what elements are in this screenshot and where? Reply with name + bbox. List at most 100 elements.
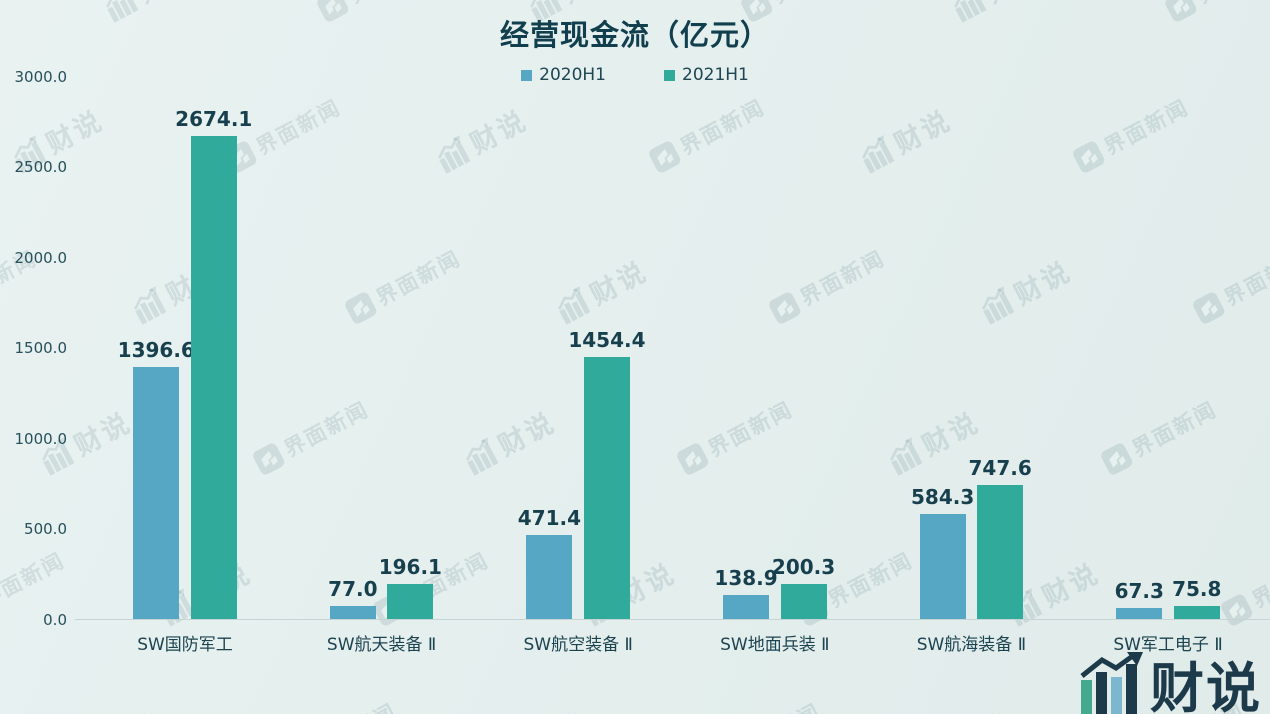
bar-2020h1 xyxy=(919,514,966,620)
jiemian-watermark: 界面新闻 xyxy=(766,243,890,328)
caishuo-watermark: 财说 xyxy=(430,99,533,179)
bar-2021h1 xyxy=(1173,606,1220,620)
bar-value-label: 75.8 xyxy=(1172,577,1222,601)
bar-2021h1 xyxy=(583,357,630,620)
jiemian-logo-icon xyxy=(1073,141,1105,173)
legend-item-2020h1: 2020H1 xyxy=(521,65,606,85)
watermark-text: 财说 xyxy=(889,104,958,161)
watermark-text: 界面新闻 xyxy=(342,0,437,10)
y-tick-label: 0.0 xyxy=(43,611,67,629)
caishuo-chart-icon xyxy=(437,134,471,174)
watermark-text: 界面新闻 xyxy=(0,548,69,613)
jiemian-logo-icon xyxy=(1193,292,1225,324)
chart-title: 经营现金流（亿元） xyxy=(499,18,770,52)
watermark-text: 界面新闻 xyxy=(1190,0,1270,10)
x-axis-category-label: SW地面兵装 Ⅱ xyxy=(720,635,830,655)
caishuo-chart-icon xyxy=(557,285,591,325)
jiemian-watermark: 界面新闻 xyxy=(278,696,402,714)
watermark-text: 财说 xyxy=(69,406,138,463)
bar-value-label: 77.0 xyxy=(328,577,378,601)
bar-value-label: 471.4 xyxy=(517,506,582,530)
watermark-text: 财说 xyxy=(518,703,590,714)
jiemian-watermark: 界面新闻 xyxy=(1190,243,1270,328)
jiemian-logo-icon xyxy=(1101,443,1133,475)
watermark-text: 界面新闻 xyxy=(704,397,797,462)
jiemian-watermark: 界面新闻 xyxy=(702,696,826,714)
jiemian-watermark: 界面新闻 xyxy=(250,394,374,479)
x-axis-category-label: SW航天装备 Ⅱ xyxy=(326,635,437,655)
watermark-text: 界面新闻 xyxy=(372,246,465,311)
watermark-text: 财说 xyxy=(41,104,110,161)
caishuo-watermark: 财说 xyxy=(62,703,166,714)
jiemian-logo-icon xyxy=(649,141,681,173)
bar-value-label: 2674.1 xyxy=(175,107,253,131)
caishuo-chart-icon xyxy=(133,285,167,325)
watermark-text: 财说 xyxy=(585,255,654,312)
y-tick-label: 3000.0 xyxy=(14,67,68,86)
watermark-text: 财说 xyxy=(942,703,1014,714)
caishuo-chart-icon xyxy=(861,134,895,174)
jiemian-watermark: 界面新闻 xyxy=(222,92,346,177)
jiemian-logo-icon xyxy=(253,443,285,475)
x-axis-category-label: SW军工电子 Ⅱ xyxy=(1113,635,1223,655)
bar-value-label: 1396.6 xyxy=(117,338,195,362)
caishuo-watermark: 财说 xyxy=(486,703,590,714)
bar-value-label: 1454.4 xyxy=(568,328,646,352)
jiemian-watermark: 界面新闻 xyxy=(342,243,466,328)
watermark-text: 财说 xyxy=(493,406,562,463)
bar-2020h1 xyxy=(133,367,180,620)
jiemian-logo-icon xyxy=(345,292,377,324)
caishuo-watermark: 财说 xyxy=(854,99,957,179)
watermark-text: 财说 xyxy=(978,0,1050,10)
watermark-text: 界面新闻 xyxy=(1220,246,1270,311)
bar-value-label: 200.3 xyxy=(771,555,836,579)
x-axis-line xyxy=(75,619,1270,620)
bar-2020h1 xyxy=(329,606,376,620)
watermark-text: 界面新闻 xyxy=(1128,397,1221,462)
jiemian-logo-icon xyxy=(677,443,709,475)
caishuo-logo-icon xyxy=(1080,652,1143,714)
watermark-text: 财说 xyxy=(465,104,534,161)
watermark-text: 财说 xyxy=(94,703,166,714)
caishuo-watermark: 财说 xyxy=(910,703,1014,714)
caishuo-logo: 财说 xyxy=(1080,652,1262,714)
x-axis-category-label: SW航海装备 Ⅱ xyxy=(916,635,1027,655)
bar-value-label: 196.1 xyxy=(378,555,442,579)
caishuo-watermark: 财说 xyxy=(458,401,561,481)
y-tick-label: 2500.0 xyxy=(14,158,68,177)
jiemian-watermark: 界面新闻 xyxy=(1098,394,1222,479)
caishuo-watermark: 财说 xyxy=(550,250,653,330)
y-tick-label: 1500.0 xyxy=(14,339,68,358)
legend-swatch-2020h1 xyxy=(521,69,533,81)
bar-value-label: 584.3 xyxy=(911,485,975,509)
watermark-text: 界面新闻 xyxy=(766,0,861,10)
jiemian-logo-icon xyxy=(769,292,801,324)
y-tick-label: 500.0 xyxy=(24,520,67,539)
watermark-text: 界面新闻 xyxy=(280,397,373,462)
bar-2020h1 xyxy=(526,535,573,620)
legend-item-2021h1: 2021H1 xyxy=(664,65,749,85)
watermark-text: 界面新闻 xyxy=(676,95,769,160)
x-axis-category-label: SW航空装备 Ⅱ xyxy=(523,635,633,655)
jiemian-watermark: 界面新闻 xyxy=(674,394,798,479)
watermark-text: 界面新闻 xyxy=(796,246,889,311)
y-tick-label: 1000.0 xyxy=(14,429,68,448)
watermark-text: 财说 xyxy=(554,0,626,10)
jiemian-watermark: 界面新闻 xyxy=(646,92,770,177)
watermark-text: 财说 xyxy=(1009,255,1078,312)
caishuo-chart-icon xyxy=(981,285,1015,325)
x-axis-category-label: SW国防军工 xyxy=(137,635,233,655)
jiemian-watermark: 界面新闻 xyxy=(1070,92,1194,177)
caishuo-logo-text: 财说 xyxy=(1150,656,1262,714)
caishuo-watermark: 财说 xyxy=(974,250,1077,330)
bar-2021h1 xyxy=(387,584,434,620)
watermark-text: 财说 xyxy=(917,406,986,463)
legend-swatch-2021h1 xyxy=(664,69,675,81)
bar-value-label: 67.3 xyxy=(1114,579,1164,603)
watermark-text: 财说 xyxy=(130,0,202,10)
watermark-text: 界面新闻 xyxy=(730,696,825,714)
bar-2020h1 xyxy=(1116,608,1163,620)
watermark-text: 界面新闻 xyxy=(306,696,401,714)
bar-2021h1 xyxy=(190,136,237,620)
